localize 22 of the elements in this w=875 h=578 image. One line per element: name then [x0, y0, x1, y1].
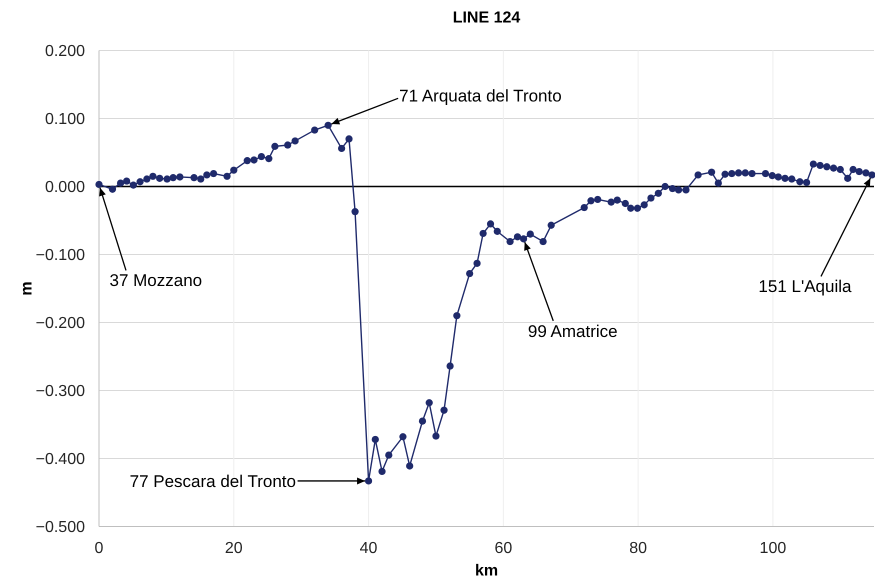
annotation: 151 L'Aquila: [758, 276, 852, 296]
annotation: 77 Pescara del Tronto: [130, 472, 296, 491]
y-tick-label: −0.400: [36, 451, 86, 468]
y-tick-label: 0.000: [44, 179, 86, 196]
annotation: 99 Amatrice: [528, 322, 618, 341]
x-tick-label: 20: [224, 540, 243, 558]
y-tick-label: −0.300: [36, 383, 86, 400]
annotation: 71 Arquata del Tronto: [399, 86, 562, 106]
y-tick-label: 0.100: [44, 111, 86, 128]
y-tick-label: −0.200: [36, 315, 86, 332]
y-tick-label: 0.200: [44, 43, 86, 60]
y-axis-title: m: [18, 281, 36, 296]
x-tick-label: 100: [760, 540, 786, 558]
x-tick-label: 40: [360, 540, 378, 558]
x-tick-label: 80: [629, 540, 648, 558]
y-tick-label: −0.500: [36, 519, 86, 536]
y-tick-label: −0.100: [36, 247, 86, 264]
x-axis-title: km: [474, 562, 498, 578]
annotation: 37 Mozzano: [110, 270, 202, 290]
x-tick-label: 0: [94, 540, 104, 558]
chart-title: LINE 124: [452, 10, 520, 27]
x-tick-label: 60: [494, 540, 512, 558]
